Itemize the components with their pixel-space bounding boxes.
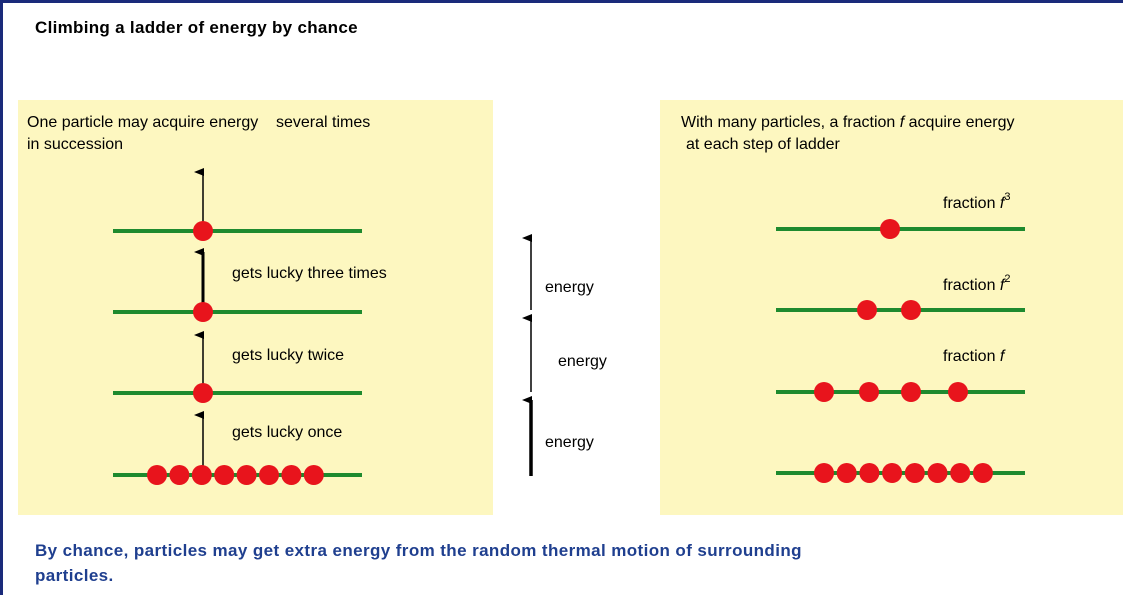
left-panel [18,100,493,515]
particle [901,382,921,402]
step-label: gets lucky twice [232,347,344,364]
energy-label: energy [558,353,607,370]
fraction-exp: 3 [1004,191,1010,203]
top-border [0,0,1123,3]
particle [193,302,213,322]
particle [214,465,235,485]
fraction-word: fraction [943,195,1000,212]
particle [972,463,993,483]
particle [859,382,879,402]
particle [882,463,903,483]
particle [303,465,324,485]
particle [901,300,921,320]
particle [814,382,834,402]
particle [904,463,925,483]
fraction-label: fraction f3 [943,191,1011,212]
fraction-word: fraction [943,277,1000,294]
particle [193,383,213,403]
right-heading: at each step of ladder [686,136,841,153]
fraction-var: f [1000,195,1006,212]
particle [191,465,212,485]
fraction-label: fraction f2 [943,273,1011,294]
left-border [0,0,3,595]
particle [880,219,900,239]
particle [836,463,857,483]
shapes [113,168,1025,485]
fraction-var: f [1000,277,1006,294]
particle [950,463,971,483]
particle [859,463,880,483]
fraction-exp: 2 [1004,273,1010,285]
heading-part: acquire energy [904,114,1014,131]
particle [927,463,948,483]
particle [857,300,877,320]
fraction-word: fraction [943,348,1000,365]
particle [948,382,968,402]
particle [236,465,257,485]
energy-label: energy [545,279,594,296]
energy-label: energy [545,434,594,451]
particle [169,465,190,485]
particle [147,465,167,485]
heading-part: f [900,114,906,131]
footer: By chance, particles may get extra energ… [35,541,802,560]
right-panel [660,100,1123,515]
step-label: gets lucky once [232,424,342,441]
particle [281,465,302,485]
particle [814,463,834,483]
left-heading: in succession [27,136,123,153]
heading-part: With many particles, a fraction [681,114,900,131]
footer: particles. [35,566,114,585]
fraction-label: fraction f [943,348,1006,365]
fraction-var: f [1000,348,1006,365]
step-label: gets lucky three times [232,265,387,282]
title: Climbing a ladder of energy by chance [35,18,358,37]
particle [259,465,279,485]
left-heading: One particle may acquire energy several … [27,114,370,131]
right-heading: With many particles, a fraction f acquir… [681,114,1015,131]
particle [193,221,213,241]
